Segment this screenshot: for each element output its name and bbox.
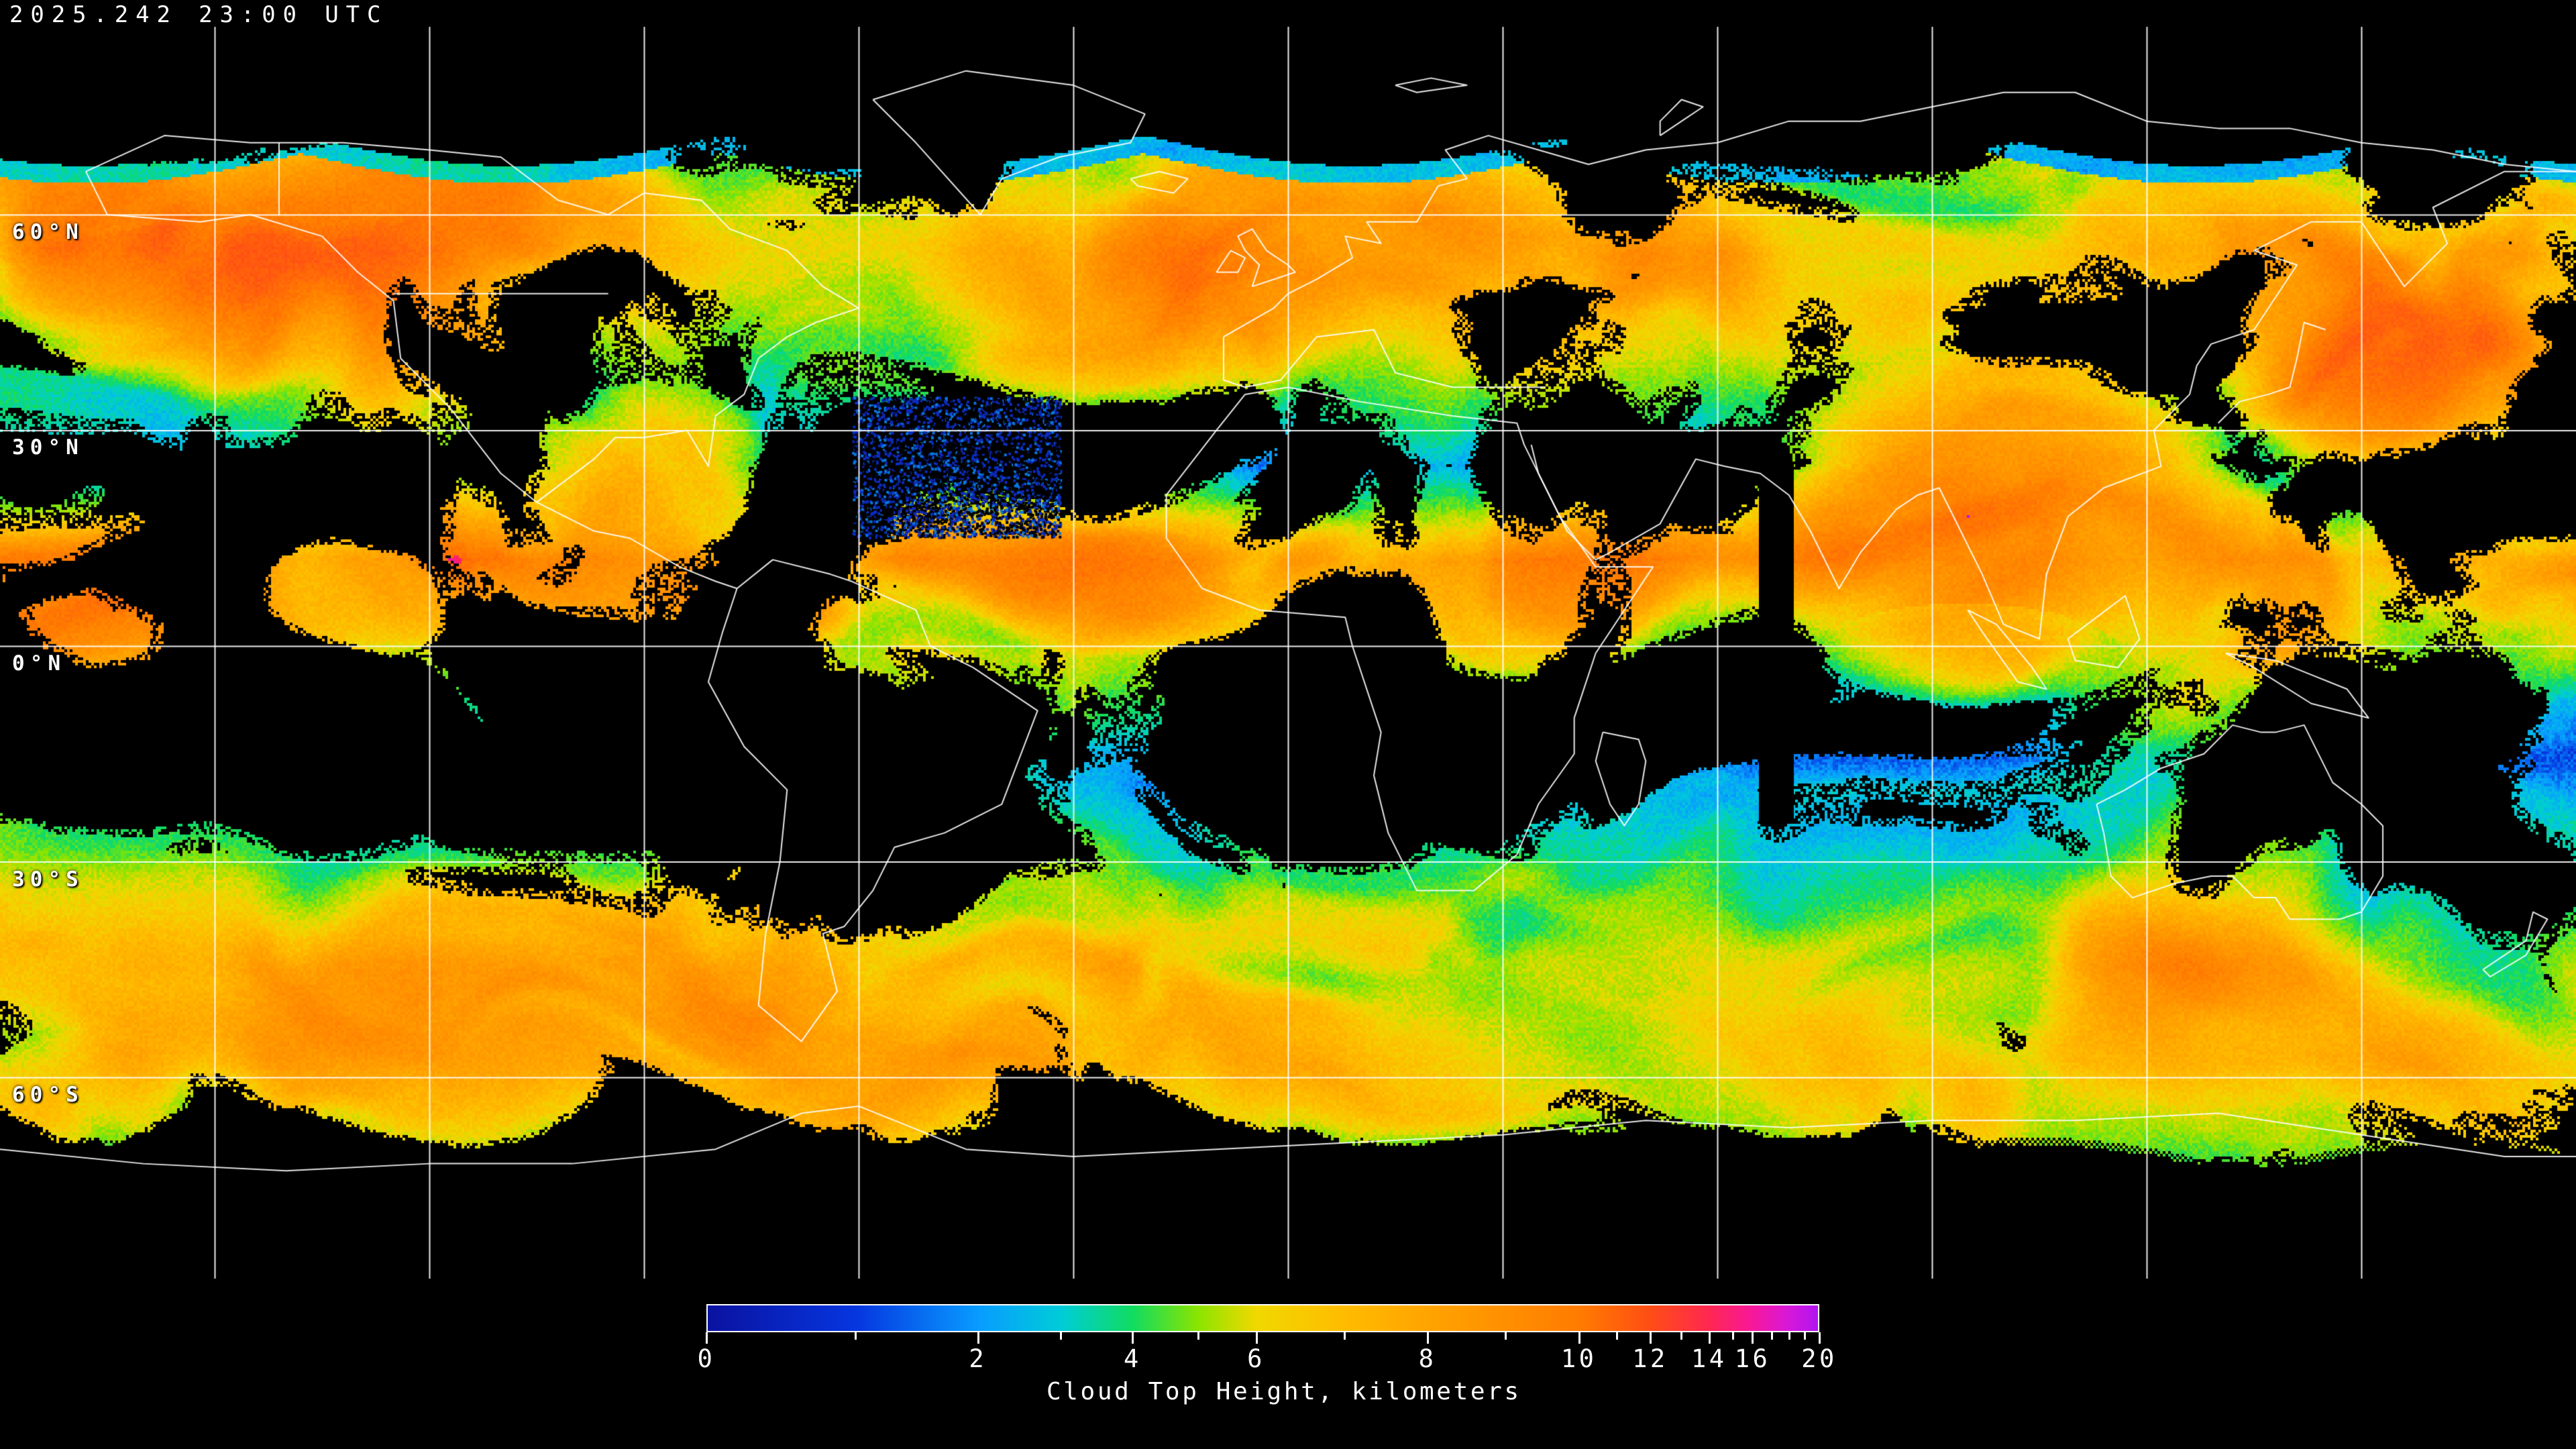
colorbar-tick-label-14: 14 — [1691, 1344, 1727, 1373]
colorbar-tick-label-4: 4 — [1124, 1344, 1142, 1373]
colorbar-tick-14 — [1708, 1332, 1711, 1344]
colorbar-tick-7 — [1343, 1332, 1346, 1340]
colorbar-tick-label-0: 0 — [697, 1344, 716, 1373]
colorbar-tick-9 — [1505, 1332, 1507, 1340]
colorbar-tick-1 — [855, 1332, 857, 1340]
colorbar-tick-19 — [1804, 1332, 1807, 1340]
lat-label-0°N: 0°N — [12, 651, 66, 676]
colorbar-tick-11 — [1616, 1332, 1619, 1340]
colorbar-tick-18 — [1788, 1332, 1791, 1340]
colorbar-tick-8 — [1427, 1332, 1430, 1344]
colorbar-gradient — [706, 1304, 1819, 1332]
colorbar-tick-6 — [1255, 1332, 1258, 1344]
colorbar-tick-label-8: 8 — [1418, 1344, 1437, 1373]
colorbar-tick-0 — [706, 1332, 708, 1344]
lat-label-30°N: 30°N — [12, 435, 84, 460]
colorbar-tick-label-6: 6 — [1247, 1344, 1265, 1373]
colorbar-tick-13 — [1680, 1332, 1683, 1340]
colorbar-tick-12 — [1649, 1332, 1652, 1344]
lat-label-60°S: 60°S — [12, 1083, 84, 1108]
colorbar-tick-label-2: 2 — [969, 1344, 987, 1373]
colorbar-tick-2 — [977, 1332, 979, 1344]
lat-label-60°N: 60°N — [12, 219, 84, 244]
timestamp-label: 2025.242 23:00 UTC — [9, 1, 388, 28]
colorbar-tick-label-10: 10 — [1560, 1344, 1597, 1373]
colorbar-tick-10 — [1578, 1332, 1580, 1344]
colorbar-tick-label-12: 12 — [1632, 1344, 1668, 1373]
colorbar-tick-5 — [1197, 1332, 1200, 1340]
colorbar-tick-label-20: 20 — [1801, 1344, 1837, 1373]
colorbar-tick-4 — [1132, 1332, 1134, 1344]
colorbar-tick-20 — [1819, 1332, 1821, 1344]
colorbar-tick-16 — [1752, 1332, 1754, 1344]
colorbar-tick-label-16: 16 — [1734, 1344, 1771, 1373]
colorbar-title: Cloud Top Height, kilometers — [1046, 1378, 1521, 1405]
lat-label-30°S: 30°S — [12, 867, 84, 892]
colorbar-tick-15 — [1731, 1332, 1734, 1340]
colorbar-tick-17 — [1770, 1332, 1773, 1340]
colorbar-tick-3 — [1059, 1332, 1062, 1340]
